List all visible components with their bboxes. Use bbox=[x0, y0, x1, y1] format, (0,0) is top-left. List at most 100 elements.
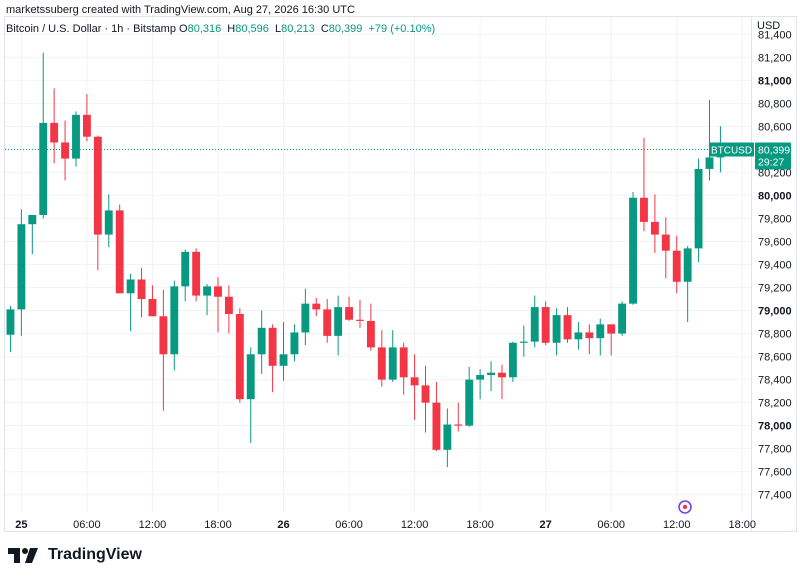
currency-label[interactable]: USD bbox=[757, 20, 781, 32]
low-label: L bbox=[274, 23, 282, 35]
candle-body[interactable] bbox=[246, 354, 255, 400]
candle-body[interactable] bbox=[530, 307, 539, 342]
candle-body[interactable] bbox=[487, 372, 495, 376]
candle-body[interactable] bbox=[596, 324, 605, 339]
price-tick-label: 80,600 bbox=[758, 121, 792, 133]
candle-body[interactable] bbox=[432, 402, 441, 450]
candle-body[interactable] bbox=[443, 424, 452, 450]
candle-body[interactable] bbox=[476, 375, 485, 380]
candle-body[interactable] bbox=[640, 197, 648, 222]
candle-body[interactable] bbox=[410, 377, 419, 386]
event-marker-dot bbox=[682, 504, 688, 510]
candle-body[interactable] bbox=[399, 347, 408, 378]
candle-body[interactable] bbox=[148, 299, 157, 317]
candle-body[interactable] bbox=[629, 197, 637, 304]
candle-body[interactable] bbox=[170, 286, 179, 355]
price-tick-label: 80,000 bbox=[758, 190, 792, 202]
candle-body[interactable] bbox=[334, 307, 343, 336]
price-tick-label: 79,800 bbox=[758, 213, 792, 225]
candle-body[interactable] bbox=[159, 316, 168, 355]
candle-body[interactable] bbox=[192, 251, 201, 296]
time-tick-label: 27 bbox=[540, 519, 552, 531]
price-tick-label: 78,600 bbox=[758, 352, 792, 364]
candle-body[interactable] bbox=[268, 327, 277, 366]
candle-body[interactable] bbox=[257, 327, 266, 355]
time-tick-label: 18:00 bbox=[204, 519, 232, 531]
candle-body[interactable] bbox=[650, 221, 659, 235]
candle-body[interactable] bbox=[323, 309, 332, 336]
candle-body[interactable] bbox=[224, 296, 233, 314]
candle-body[interactable] bbox=[235, 314, 244, 400]
footer-branding: TradingView bbox=[8, 546, 142, 564]
price-tick-label: 77,600 bbox=[758, 467, 792, 479]
time-tick-label: 12:00 bbox=[401, 519, 429, 531]
candle-body[interactable] bbox=[508, 342, 517, 378]
candle-body[interactable] bbox=[694, 168, 703, 249]
symbol-legend: Bitcoin / U.S. Dollar · 1h · Bitstamp O8… bbox=[6, 23, 438, 35]
tradingview-brand-text: TradingView bbox=[48, 546, 142, 563]
candle-body[interactable] bbox=[388, 347, 397, 380]
candle-body[interactable] bbox=[607, 324, 616, 334]
candle-body[interactable] bbox=[181, 251, 190, 287]
candle-body[interactable] bbox=[541, 307, 550, 343]
candle-body[interactable] bbox=[104, 210, 113, 235]
candle-body[interactable] bbox=[574, 332, 583, 340]
candle-body[interactable] bbox=[290, 332, 299, 355]
tradingview-logo-icon bbox=[8, 548, 38, 563]
candle-body[interactable] bbox=[672, 250, 681, 282]
candle-body[interactable] bbox=[312, 303, 321, 310]
price-tick-label: 77,800 bbox=[758, 444, 792, 456]
candle-body[interactable] bbox=[6, 309, 15, 335]
candle-body[interactable] bbox=[552, 315, 561, 343]
candle-body[interactable] bbox=[618, 303, 627, 334]
candle-body[interactable] bbox=[93, 136, 102, 235]
candle-body[interactable] bbox=[82, 114, 91, 137]
time-tick-label: 06:00 bbox=[73, 519, 101, 531]
candle-body[interactable] bbox=[61, 142, 70, 159]
candle-body[interactable] bbox=[17, 224, 26, 310]
candle-body[interactable] bbox=[585, 332, 594, 339]
price-tick-label: 78,000 bbox=[758, 421, 792, 433]
price-tick-label: 81,400 bbox=[758, 29, 792, 41]
attribution-text: marketssuberg created with TradingView.c… bbox=[6, 4, 355, 16]
candle-body[interactable] bbox=[279, 354, 288, 366]
candle-body[interactable] bbox=[115, 210, 124, 294]
candle-body[interactable] bbox=[126, 279, 135, 294]
event-marker-icon[interactable] bbox=[678, 500, 692, 514]
time-tick-label: 18:00 bbox=[466, 519, 494, 531]
candle-body[interactable] bbox=[563, 315, 572, 340]
price-tick-label: 78,800 bbox=[758, 329, 792, 341]
candle-body[interactable] bbox=[454, 424, 463, 426]
close-value: 80,399 bbox=[328, 23, 363, 35]
candle-body[interactable] bbox=[203, 286, 211, 296]
candle-body[interactable] bbox=[28, 215, 37, 225]
price-tick-label: 79,400 bbox=[758, 260, 792, 272]
price-tick-label: 77,400 bbox=[758, 490, 792, 502]
candle-body[interactable] bbox=[345, 307, 353, 320]
candle-body[interactable] bbox=[72, 114, 80, 159]
price-tick-label: 81,200 bbox=[758, 52, 792, 64]
candle-body[interactable] bbox=[498, 372, 506, 378]
symbol-name[interactable]: Bitcoin / U.S. Dollar · 1h · Bitstamp bbox=[6, 23, 176, 35]
candle-body[interactable] bbox=[421, 385, 430, 403]
time-tick-label: 26 bbox=[277, 519, 289, 531]
last-price-text: 80,399 bbox=[758, 144, 790, 156]
chart-pane[interactable] bbox=[4, 16, 752, 532]
candle-body[interactable] bbox=[214, 286, 222, 297]
candle-body[interactable] bbox=[137, 279, 146, 300]
candle-body[interactable] bbox=[683, 248, 692, 282]
price-axis[interactable] bbox=[751, 16, 797, 532]
candle-body[interactable] bbox=[301, 303, 310, 333]
price-tick-label: 79,000 bbox=[758, 306, 792, 318]
candle-body[interactable] bbox=[366, 320, 375, 348]
candle-body[interactable] bbox=[377, 347, 386, 380]
candle-body[interactable] bbox=[50, 122, 59, 143]
candle-body[interactable] bbox=[465, 379, 474, 426]
candle-body[interactable] bbox=[661, 234, 670, 251]
candle-body[interactable] bbox=[39, 122, 48, 215]
candle-body[interactable] bbox=[705, 157, 714, 169]
price-tick-label: 78,400 bbox=[758, 375, 792, 387]
candle-body[interactable] bbox=[519, 341, 528, 343]
candle-body[interactable] bbox=[356, 319, 364, 321]
